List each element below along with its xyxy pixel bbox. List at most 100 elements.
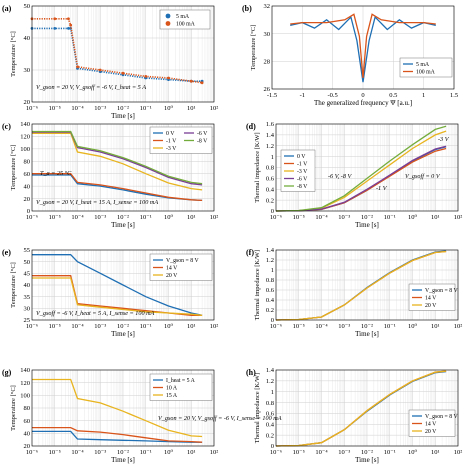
x-tick-label: 10⁻¹ (384, 323, 396, 330)
x-tick-label: 10⁻⁴ (315, 449, 328, 456)
y-axis-label: Temperature [°C] (10, 145, 17, 191)
x-tick-label: 10⁻⁶ (270, 449, 282, 456)
legend-entry: 14 V (425, 422, 437, 428)
y-tick-label: 80 (24, 158, 31, 165)
x-axis-label: Time [s] (111, 112, 135, 120)
legend-entry: 20 V (166, 273, 178, 279)
y-axis-label: Temperature [°C] (10, 262, 17, 308)
x-tick-label: 10⁻² (361, 449, 373, 456)
legend-box (399, 57, 453, 78)
annotation: -6 V, -8 V (328, 173, 352, 180)
x-axis-label: Time [s] (111, 456, 135, 464)
panel-label: (f) (246, 248, 254, 257)
y-tick-label: 0.2 (266, 197, 274, 204)
y-tick-label: 20 (24, 196, 31, 203)
chart-panel-1: -1.5 -1 -0.5 0 0.5 1 1.5 26 28 30 32 The generalize… (242, 3, 458, 107)
legend: V_gson = 8 V 14 V20 V (408, 283, 458, 311)
y-tick-label: 40 (24, 282, 31, 289)
x-tick-label: 10⁻² (117, 105, 129, 112)
panel-label: (e) (2, 248, 11, 257)
legend-entry: -3 V (166, 146, 177, 152)
x-tick-label: 10⁻³ (94, 105, 106, 112)
y-tick-label: 0 (271, 208, 274, 215)
y-axis-label: Thermal impedance [K/W] (254, 132, 261, 202)
y-tick-label: 0.4 (266, 297, 275, 304)
x-tick-label: 10⁻⁶ (26, 214, 38, 221)
y-tick-label: 30 (264, 31, 271, 38)
series-line (32, 27, 203, 82)
x-tick-label: 10⁰ (408, 449, 418, 456)
x-tick-label: 10⁻⁵ (49, 449, 61, 456)
legend-entry: 14 V (166, 266, 178, 272)
panel-label: (a) (2, 4, 12, 13)
legend-entry: 15 A (166, 393, 178, 399)
chart-panel-6: 10⁻⁶ 10⁻⁵ 10⁻⁴ 10⁻³ 10⁻² 10⁻¹ 10⁰ 10¹ 10² 20 40 60 8… (2, 367, 218, 464)
x-axis-label: The generalized frequency Ψ [a.u.] (314, 99, 412, 107)
legend-entry: -1 V (166, 139, 177, 145)
y-tick-label: 0.6 (266, 287, 275, 294)
legend-entry: -8 V (297, 184, 308, 190)
legend-entry: -1 V (297, 162, 308, 168)
axes-box (275, 369, 459, 447)
legend: I_heat = 5 A 10 A15 A (149, 373, 213, 401)
legend-entry: V_gson = 8 V (166, 258, 199, 264)
x-tick-label: 10⁻¹ (140, 323, 152, 330)
legend-entry: -8 V (197, 139, 208, 145)
series-line (32, 18, 203, 84)
series-line (32, 130, 203, 185)
x-tick-label: 10¹ (431, 214, 440, 221)
legend-entry: 0 V (297, 154, 306, 160)
y-tick-label: 1.6 (266, 121, 275, 128)
y-tick-label: 30 (24, 67, 31, 74)
series-line (32, 426, 203, 443)
x-tick-label: 10¹ (431, 449, 440, 456)
x-tick-label: 10² (454, 214, 463, 221)
axes-box (31, 369, 215, 447)
legend-entry: 20 V (425, 303, 437, 309)
legend-entry: 5 mA (416, 62, 430, 68)
y-tick-label: 1 (271, 154, 274, 161)
chart-panel-0: 10⁻⁶ 10⁻⁵ 10⁻⁴ 10⁻³ 10⁻² 10⁻¹ 10⁰ 10¹ 10² 20 30 40 5… (2, 3, 218, 120)
x-tick-label: 10⁰ (164, 105, 174, 112)
chart-panel-2: 10⁻⁶ 10⁻⁵ 10⁻⁴ 10⁻³ 10⁻² 10⁻¹ 10⁰ 10¹ 10² 0 20 40 60… (2, 121, 218, 229)
y-tick-label: 0.8 (266, 277, 274, 284)
series-line (290, 13, 436, 78)
legend-entry: I_heat = 5 A (166, 378, 196, 384)
legend: 5 mA 100 mA (399, 57, 453, 78)
x-tick-label: 10⁻² (361, 214, 373, 221)
legend-entry: V_gson = 8 V (425, 288, 458, 294)
y-tick-label: 0.2 (266, 432, 274, 439)
y-tick-label: 25 (24, 317, 31, 324)
chart-panel-7: 10⁻⁶ 10⁻⁵ 10⁻⁴ 10⁻³ 10⁻² 10⁻¹ 10⁰ 10¹ 10² 0 0.2 0.4… (246, 367, 462, 464)
series-line (290, 15, 436, 83)
x-tick-label: -0.5 (328, 92, 338, 99)
series-line (32, 378, 203, 438)
legend: 0 V -1 V-3 V -6 V-8 V (280, 149, 316, 192)
x-axis-label: Time [s] (111, 221, 135, 229)
x-tick-label: 10⁻⁴ (71, 449, 84, 456)
panel-label: (g) (2, 368, 12, 377)
x-tick-label: 10¹ (187, 214, 196, 221)
legend-marker (165, 21, 171, 26)
x-tick-label: 1.5 (450, 92, 458, 99)
x-tick-label: 10¹ (431, 323, 440, 330)
legend-entry: -6 V (297, 177, 308, 183)
y-tick-label: 35 (24, 294, 31, 301)
panel-label: (b) (242, 4, 252, 13)
panel-label: (d) (246, 122, 256, 131)
y-tick-label: 140 (20, 121, 30, 128)
x-axis-label: Time [s] (111, 330, 135, 338)
series-line (32, 132, 203, 191)
y-tick-label: 40 (24, 35, 31, 42)
y-tick-label: 50 (24, 259, 31, 266)
y-tick-label: 32 (264, 3, 271, 10)
x-tick-label: 10⁰ (164, 323, 174, 330)
legend-box (159, 9, 211, 30)
y-tick-label: 20 (24, 443, 31, 450)
x-axis-label: Time [s] (355, 221, 379, 229)
y-tick-label: 1.4 (266, 247, 275, 254)
y-tick-label: 0.8 (266, 400, 274, 407)
series-line (32, 277, 203, 316)
y-tick-label: 120 (20, 134, 30, 141)
